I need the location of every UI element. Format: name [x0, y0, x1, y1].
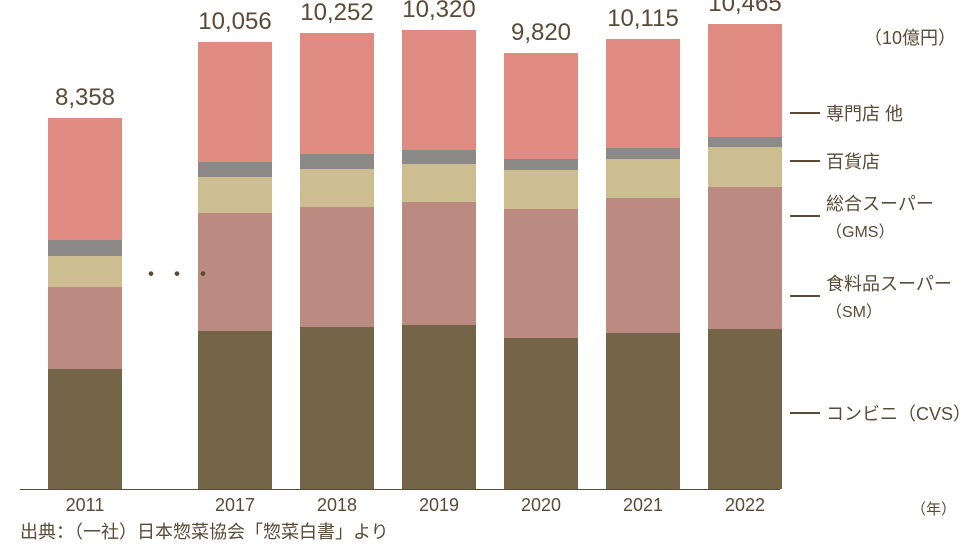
segment-sm [300, 207, 374, 327]
segment-cvs [606, 333, 680, 489]
segment-dept [708, 137, 782, 147]
legend-item-sm: 食料品スーパー（SM） [790, 270, 952, 322]
legend-tick-icon [790, 112, 820, 114]
x-tick-label: 2019 [402, 495, 476, 516]
bar-total-label: 8,358 [41, 84, 130, 112]
bar-total-label: 10,056 [191, 8, 280, 36]
x-tick-label: 2020 [504, 495, 578, 516]
segment-cvs [504, 338, 578, 489]
plot-area: 8,358201110,056201710,252201810,32020199… [20, 10, 780, 490]
segment-cvs [708, 329, 782, 489]
segment-sm [606, 198, 680, 334]
legend-item-dept: 百貨店 [790, 148, 880, 174]
segment-specialty [606, 39, 680, 148]
segment-specialty [504, 53, 578, 160]
legend-tick-icon [790, 412, 820, 414]
segment-specialty [48, 118, 122, 241]
legend-tick-icon [790, 295, 820, 297]
y-axis-unit: （10億円） [864, 24, 956, 50]
bar-total-label: 10,320 [395, 0, 484, 24]
legend-sublabel: （SM） [826, 298, 952, 322]
segment-sm [48, 287, 122, 369]
bar-2020: 9,8202020 [504, 53, 578, 489]
segment-sm [504, 209, 578, 338]
legend-item-specialty: 専門店 他 [790, 100, 903, 126]
segment-specialty [402, 30, 476, 150]
x-tick-label: 2021 [606, 495, 680, 516]
segment-dept [198, 162, 272, 177]
legend-tick-icon [790, 160, 820, 162]
bar-total-label: 9,820 [497, 19, 586, 47]
x-tick-label: 2017 [198, 495, 272, 516]
segment-cvs [402, 325, 476, 489]
x-tick-label: 2011 [48, 495, 122, 516]
x-axis-unit: （年） [911, 498, 956, 519]
segment-cvs [198, 331, 272, 489]
segment-gms [402, 164, 476, 202]
segment-gms [708, 147, 782, 187]
bar-2018: 10,2522018 [300, 33, 374, 489]
legend-label: 専門店 他 [826, 100, 903, 126]
segment-gms [300, 169, 374, 207]
segment-gms [198, 177, 272, 213]
legend-label: 食料品スーパー（SM） [826, 270, 952, 322]
segment-dept [606, 148, 680, 158]
legend-label: コンビニ（CVS） [826, 400, 971, 426]
segment-dept [402, 150, 476, 164]
legend-item-gms: 総合スーパー（GMS） [790, 190, 934, 242]
legend-sublabel: （GMS） [826, 218, 934, 242]
segment-dept [504, 159, 578, 170]
bar-2021: 10,1152021 [606, 39, 680, 489]
legend-label: 総合スーパー（GMS） [826, 190, 934, 242]
bar-total-label: 10,252 [293, 0, 382, 27]
legend-tick-icon [790, 215, 820, 217]
segment-dept [300, 154, 374, 169]
source-citation: 出典：（一社）日本惣菜協会「惣菜白書」より [20, 518, 389, 544]
segment-specialty [198, 42, 272, 162]
bar-total-label: 10,115 [599, 5, 688, 33]
legend-label: 百貨店 [826, 148, 880, 174]
ellipsis-gap: ・・・ [140, 257, 218, 289]
segment-cvs [48, 369, 122, 489]
segment-cvs [300, 327, 374, 489]
segment-sm [402, 202, 476, 324]
segment-specialty [708, 24, 782, 137]
segment-sm [708, 187, 782, 329]
stacked-bar-chart: 8,358201110,056201710,252201810,32020199… [0, 0, 976, 545]
segment-specialty [300, 33, 374, 154]
segment-gms [504, 170, 578, 209]
bar-2019: 10,3202019 [402, 30, 476, 489]
bar-total-label: 10,465 [701, 0, 790, 18]
segment-gms [48, 256, 122, 287]
legend-item-cvs: コンビニ（CVS） [790, 400, 971, 426]
bar-2022: 10,4652022 [708, 24, 782, 489]
bar-2011: 8,3582011 [48, 118, 122, 489]
segment-dept [48, 240, 122, 256]
x-tick-label: 2022 [708, 495, 782, 516]
x-tick-label: 2018 [300, 495, 374, 516]
segment-gms [606, 159, 680, 198]
